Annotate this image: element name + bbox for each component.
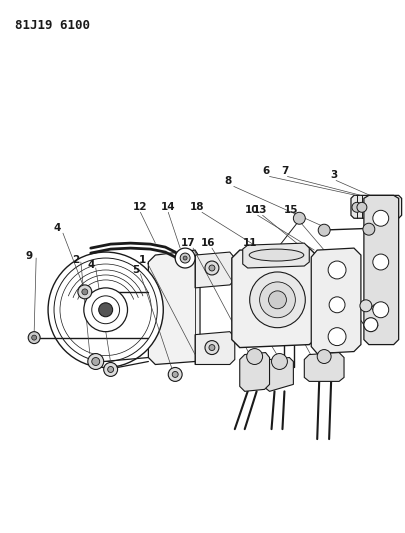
Polygon shape xyxy=(148,250,200,365)
Ellipse shape xyxy=(249,249,303,261)
Text: 18: 18 xyxy=(189,203,204,212)
Polygon shape xyxy=(350,196,401,218)
Circle shape xyxy=(172,372,178,377)
Text: 7: 7 xyxy=(281,166,288,176)
Polygon shape xyxy=(231,248,316,348)
Ellipse shape xyxy=(371,304,385,312)
Circle shape xyxy=(268,291,286,309)
Circle shape xyxy=(363,318,377,332)
Circle shape xyxy=(48,252,163,367)
Circle shape xyxy=(372,211,388,226)
Circle shape xyxy=(205,341,218,354)
Text: 12: 12 xyxy=(133,203,147,212)
Circle shape xyxy=(32,335,36,340)
Text: 13: 13 xyxy=(252,205,266,215)
Circle shape xyxy=(83,288,127,332)
Circle shape xyxy=(87,353,103,369)
Circle shape xyxy=(180,253,190,263)
Polygon shape xyxy=(242,243,309,268)
Text: 81J19 6100: 81J19 6100 xyxy=(15,19,90,33)
Circle shape xyxy=(356,203,366,212)
Polygon shape xyxy=(304,352,343,382)
Circle shape xyxy=(372,302,388,318)
Text: 5: 5 xyxy=(132,265,139,275)
Circle shape xyxy=(359,300,371,312)
Text: 4: 4 xyxy=(87,260,94,270)
Text: 1: 1 xyxy=(139,255,146,265)
Text: 10: 10 xyxy=(244,205,258,215)
Circle shape xyxy=(92,358,100,366)
Circle shape xyxy=(246,349,262,365)
Circle shape xyxy=(327,328,345,345)
Text: 15: 15 xyxy=(284,205,298,215)
Text: 16: 16 xyxy=(200,238,215,248)
Circle shape xyxy=(351,203,361,212)
Circle shape xyxy=(293,212,305,224)
Text: 8: 8 xyxy=(224,176,231,187)
Circle shape xyxy=(78,285,92,299)
Circle shape xyxy=(183,256,187,260)
Circle shape xyxy=(98,303,112,317)
Circle shape xyxy=(362,223,374,235)
Circle shape xyxy=(168,367,182,382)
Text: 9: 9 xyxy=(26,251,33,261)
Text: 17: 17 xyxy=(180,238,195,248)
Polygon shape xyxy=(363,196,398,345)
Text: 14: 14 xyxy=(160,203,175,212)
Circle shape xyxy=(271,353,287,369)
Circle shape xyxy=(259,282,294,318)
Circle shape xyxy=(175,248,194,268)
Circle shape xyxy=(107,367,113,373)
Polygon shape xyxy=(194,332,234,365)
Circle shape xyxy=(318,224,329,236)
Text: 2: 2 xyxy=(72,255,79,265)
Circle shape xyxy=(28,332,40,344)
Circle shape xyxy=(372,254,388,270)
Text: 11: 11 xyxy=(242,238,256,248)
Circle shape xyxy=(316,350,330,364)
Circle shape xyxy=(54,258,157,361)
Circle shape xyxy=(328,297,344,313)
Circle shape xyxy=(92,296,119,324)
Polygon shape xyxy=(194,252,234,288)
Polygon shape xyxy=(311,248,360,353)
Circle shape xyxy=(209,345,214,351)
Circle shape xyxy=(103,362,117,376)
Circle shape xyxy=(209,265,214,271)
Circle shape xyxy=(60,264,151,356)
Circle shape xyxy=(205,261,218,275)
Polygon shape xyxy=(239,352,269,391)
Circle shape xyxy=(327,261,345,279)
Circle shape xyxy=(249,272,305,328)
Polygon shape xyxy=(264,358,293,391)
Circle shape xyxy=(82,289,87,295)
Text: 6: 6 xyxy=(261,166,269,176)
Text: 4: 4 xyxy=(53,223,60,233)
Text: 3: 3 xyxy=(330,171,337,181)
